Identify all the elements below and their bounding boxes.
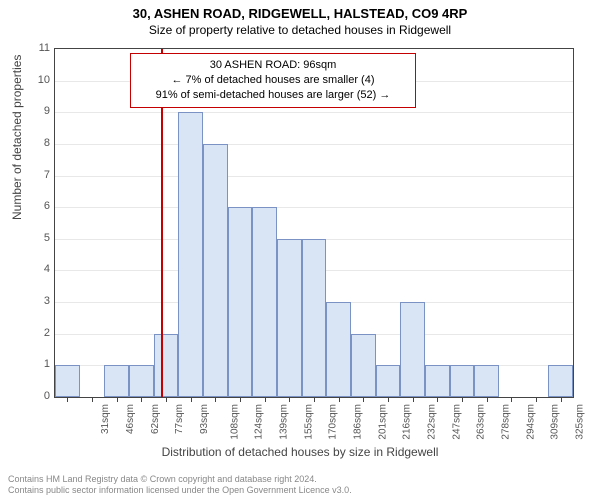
x-tick xyxy=(215,398,216,402)
x-tick-label: 139sqm xyxy=(279,404,290,440)
chart-title: 30, ASHEN ROAD, RIDGEWELL, HALSTEAD, CO9… xyxy=(0,0,600,21)
x-tick xyxy=(289,398,290,402)
x-tick xyxy=(240,398,241,402)
x-tick-label: 232sqm xyxy=(427,404,438,440)
x-tick xyxy=(487,398,488,402)
x-tick-label: 263sqm xyxy=(476,404,487,440)
x-tick-label: 124sqm xyxy=(254,404,265,440)
callout-line-3: 91% of semi-detached houses are larger (… xyxy=(139,88,407,103)
chart-container: 30, ASHEN ROAD, RIDGEWELL, HALSTEAD, CO9… xyxy=(0,0,600,500)
y-tick-label: 10 xyxy=(26,74,50,86)
attribution-text: Contains HM Land Registry data © Crown c… xyxy=(8,474,592,496)
histogram-bar xyxy=(351,334,376,397)
x-tick xyxy=(561,398,562,402)
x-tick xyxy=(265,398,266,402)
y-tick-label: 2 xyxy=(26,327,50,339)
x-tick xyxy=(462,398,463,402)
histogram-bar xyxy=(129,365,154,397)
y-tick-label: 1 xyxy=(26,358,50,370)
x-tick xyxy=(388,398,389,402)
x-tick xyxy=(117,398,118,402)
y-tick-label: 4 xyxy=(26,263,50,275)
x-tick xyxy=(339,398,340,402)
x-tick-label: 93sqm xyxy=(199,404,210,434)
x-tick xyxy=(437,398,438,402)
histogram-bar xyxy=(252,207,277,397)
x-tick xyxy=(67,398,68,402)
x-tick-label: 31sqm xyxy=(100,404,111,434)
y-tick-label: 9 xyxy=(26,105,50,117)
x-tick xyxy=(363,398,364,402)
x-tick-label: 278sqm xyxy=(501,404,512,440)
histogram-bar xyxy=(548,365,573,397)
y-tick-label: 0 xyxy=(26,390,50,402)
gridline xyxy=(55,176,573,177)
histogram-bar xyxy=(154,334,179,397)
histogram-bar xyxy=(277,239,302,397)
x-tick-label: 62sqm xyxy=(150,404,161,434)
x-axis-label: Distribution of detached houses by size … xyxy=(0,445,600,459)
attribution-line-1: Contains HM Land Registry data © Crown c… xyxy=(8,474,592,485)
callout-line-2: ← 7% of detached houses are smaller (4) xyxy=(139,73,407,88)
x-tick-label: 325sqm xyxy=(575,404,586,440)
x-tick xyxy=(511,398,512,402)
histogram-bar xyxy=(400,302,425,397)
histogram-bar xyxy=(228,207,253,397)
x-tick-label: 155sqm xyxy=(303,404,314,440)
callout-line-1: 30 ASHEN ROAD: 96sqm xyxy=(139,58,407,73)
x-tick-label: 294sqm xyxy=(525,404,536,440)
x-tick xyxy=(166,398,167,402)
y-tick-label: 8 xyxy=(26,137,50,149)
x-tick-label: 201sqm xyxy=(377,404,388,440)
callout-box: 30 ASHEN ROAD: 96sqm ← 7% of detached ho… xyxy=(130,53,416,108)
attribution-line-2: Contains public sector information licen… xyxy=(8,485,592,496)
x-tick-label: 309sqm xyxy=(550,404,561,440)
x-tick-label: 247sqm xyxy=(451,404,462,440)
histogram-bar xyxy=(302,239,327,397)
y-axis-label: Number of detached properties xyxy=(10,55,24,220)
histogram-bar xyxy=(326,302,351,397)
x-tick xyxy=(314,398,315,402)
gridline xyxy=(55,144,573,145)
histogram-bar xyxy=(474,365,499,397)
x-tick xyxy=(536,398,537,402)
y-tick-label: 6 xyxy=(26,200,50,212)
y-tick-label: 7 xyxy=(26,169,50,181)
gridline xyxy=(55,112,573,113)
x-tick-label: 108sqm xyxy=(229,404,240,440)
x-tick-label: 77sqm xyxy=(174,404,185,434)
x-tick xyxy=(191,398,192,402)
x-tick-label: 170sqm xyxy=(328,404,339,440)
x-tick-label: 186sqm xyxy=(353,404,364,440)
histogram-bar xyxy=(376,365,401,397)
histogram-bar xyxy=(450,365,475,397)
x-tick xyxy=(92,398,93,402)
x-tick-label: 46sqm xyxy=(125,404,136,434)
histogram-bar xyxy=(425,365,450,397)
y-tick-label: 3 xyxy=(26,295,50,307)
histogram-bar xyxy=(55,365,80,397)
x-tick xyxy=(413,398,414,402)
histogram-bar xyxy=(203,144,228,397)
gridline xyxy=(55,207,573,208)
y-tick-label: 11 xyxy=(26,42,50,54)
y-tick-label: 5 xyxy=(26,232,50,244)
x-tick xyxy=(141,398,142,402)
x-tick-label: 216sqm xyxy=(402,404,413,440)
histogram-bar xyxy=(104,365,129,397)
chart-subtitle: Size of property relative to detached ho… xyxy=(0,21,600,37)
histogram-bar xyxy=(178,112,203,397)
